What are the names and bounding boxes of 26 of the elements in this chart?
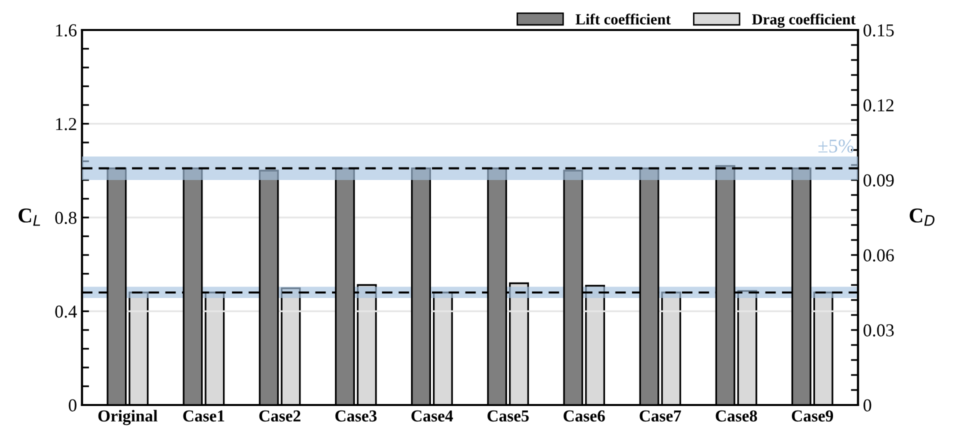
y2-tick-label: 0.15 <box>864 24 894 37</box>
legend-label: Drag coefficient <box>752 14 856 28</box>
legend-label: Lift coefficient <box>576 14 671 24</box>
y-tick-label: 1.6 <box>56 24 77 37</box>
y-tick-label: 1.2 <box>56 118 76 130</box>
x-tick-label: Case2 <box>259 410 300 422</box>
y2-tick-label: 0.06 <box>864 249 894 262</box>
y2-axis-title: C$_{D}$ <box>910 208 934 226</box>
x-tick-label: Original <box>98 410 158 426</box>
y2-tick-label: 0 <box>864 399 872 412</box>
x-tick-label: Case6 <box>564 410 605 422</box>
x-tick-label: Case5 <box>488 410 529 422</box>
y-tick-label: 0.8 <box>55 212 76 224</box>
y-axis-title: C$_{L}$ <box>18 208 40 226</box>
y2-tick-label: 0.12 <box>864 99 894 112</box>
x-tick-label: Case8 <box>716 410 758 422</box>
y-tick-label: 0 <box>68 399 76 412</box>
y-tick-label: 0.4 <box>55 306 77 318</box>
x-tick-label: Case3 <box>335 410 377 422</box>
y2-tick-label: 0.03 <box>864 324 894 337</box>
band-label: ±5% <box>818 139 854 153</box>
x-tick-label: Case1 <box>183 410 224 422</box>
y2-tick-label: 0.09 <box>864 174 894 187</box>
x-tick-label: Case4 <box>411 410 453 422</box>
x-tick-label: Case7 <box>640 410 682 422</box>
x-tick-label: Case9 <box>792 410 834 422</box>
